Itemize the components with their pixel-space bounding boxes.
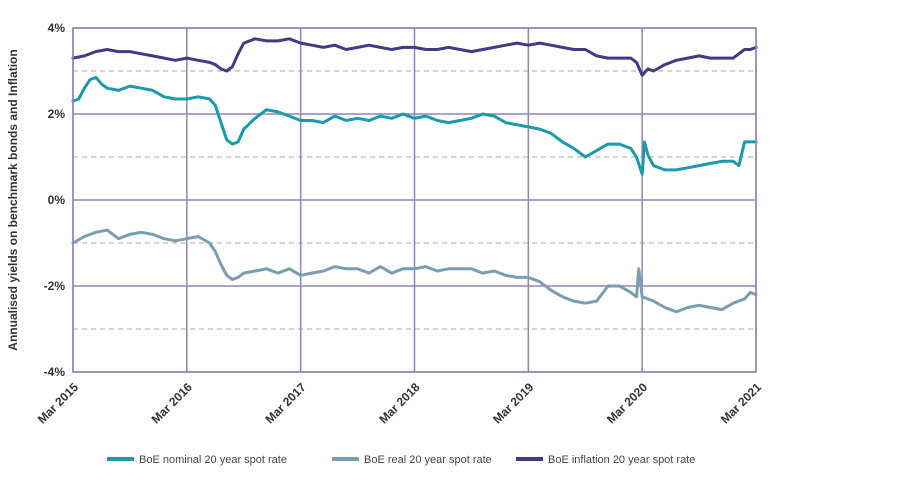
grid xyxy=(72,27,757,373)
y-tick-label: 0% xyxy=(48,193,66,207)
x-tick-label: Mar 2016 xyxy=(149,380,195,426)
x-tick-label: Mar 2017 xyxy=(263,380,309,426)
series-layer xyxy=(71,37,758,314)
series-line-2 xyxy=(71,228,758,314)
x-tick-label: Mar 2021 xyxy=(718,380,764,426)
y-tick-label: 4% xyxy=(48,21,66,35)
plot-frame xyxy=(72,27,757,373)
series-line-1 xyxy=(71,75,758,176)
legend-label: BoE inflation 20 year spot rate xyxy=(548,454,695,466)
legend-label: BoE nominal 20 year spot rate xyxy=(139,454,287,466)
x-tick-label: Mar 2019 xyxy=(490,380,536,426)
series-line-3 xyxy=(71,37,758,77)
x-tick-labels: Mar 2015 Mar 2016 Mar 2017 Mar 2018 Mar 2019… xyxy=(35,380,764,426)
y-tick-labels: 4% 2% 0% -2% -4% xyxy=(44,21,66,379)
x-tick-label: Mar 2015 xyxy=(35,380,81,426)
y-tick-label: -4% xyxy=(44,365,66,379)
x-tick-label: Mar 2020 xyxy=(604,380,650,426)
y-tick-label: -2% xyxy=(44,279,66,293)
y-tick-label: 2% xyxy=(48,107,66,121)
legend: BoE nominal 20 year spot rate BoE real 20… xyxy=(107,454,695,466)
x-tick-label: Mar 2018 xyxy=(376,380,422,426)
legend-label: BoE real 20 year spot rate xyxy=(364,454,492,466)
y-axis-label: Annualised yields on benchmark bonds and… xyxy=(6,49,20,350)
